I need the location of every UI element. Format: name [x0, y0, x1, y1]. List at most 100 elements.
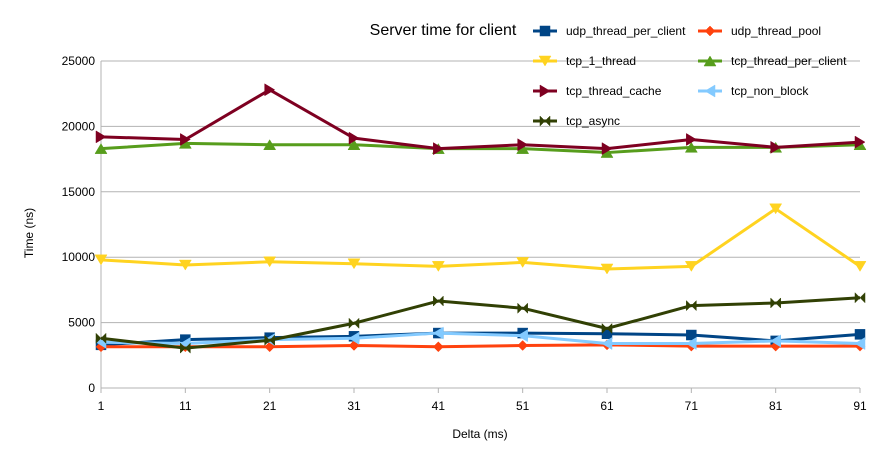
y-axis-title: Time (ns)	[22, 208, 36, 258]
series-line	[100, 88, 861, 151]
series-line	[100, 141, 861, 155]
data-point	[432, 341, 444, 353]
data-point	[517, 340, 529, 351]
legend-marker	[544, 115, 551, 127]
data-point	[601, 337, 613, 350]
data-point	[690, 299, 697, 312]
data-point	[100, 332, 107, 344]
legend-entry: tcp_thread_cache	[533, 84, 662, 98]
data-point	[684, 141, 698, 153]
data-point	[606, 322, 613, 335]
series-tcp_async	[95, 292, 866, 354]
x-tick-label: 41	[432, 399, 446, 413]
data-point	[264, 334, 271, 346]
x-tick-label: 51	[516, 399, 530, 413]
legend-entry: udp_thread_pool	[698, 24, 821, 38]
data-point	[95, 332, 102, 344]
legend-entry: udp_thread_per_client	[533, 24, 686, 38]
legend-marker	[538, 55, 552, 67]
series-tcp_1_thread	[94, 203, 867, 275]
legend-marker	[704, 25, 716, 37]
legend-marker	[704, 84, 716, 98]
data-point	[769, 203, 783, 215]
data-point	[348, 317, 355, 329]
data-point	[770, 140, 782, 154]
y-tick-label: 25000	[62, 54, 96, 68]
data-point	[516, 257, 530, 268]
legend-marker	[539, 84, 551, 98]
data-point	[684, 261, 698, 272]
y-tick-label: 20000	[62, 119, 96, 133]
legend-entry: tcp_thread_per_client	[698, 54, 847, 68]
data-point	[180, 133, 191, 146]
legend-label: tcp_async	[566, 114, 620, 128]
legend-label: udp_thread_per_client	[566, 24, 686, 38]
data-point	[517, 329, 528, 343]
data-point	[178, 259, 192, 271]
series-lines	[94, 83, 867, 354]
data-point	[437, 295, 444, 307]
data-point	[433, 295, 439, 307]
data-point	[854, 337, 866, 350]
y-tick-labels: 0 5000 10000 15000 20000 25000	[62, 54, 96, 395]
data-point	[348, 131, 360, 145]
x-tick-label: 31	[347, 399, 361, 413]
legend-marker	[703, 55, 717, 67]
legend-label: tcp_thread_cache	[566, 84, 662, 98]
data-point	[522, 302, 528, 314]
x-tick-label: 61	[600, 399, 614, 413]
data-point	[517, 302, 524, 314]
data-point	[686, 133, 697, 146]
data-point	[686, 299, 692, 312]
series-line	[100, 331, 861, 346]
data-point	[517, 138, 529, 152]
data-point	[600, 263, 614, 275]
data-point	[859, 292, 866, 304]
data-point	[269, 334, 275, 346]
data-point	[347, 139, 361, 150]
data-point	[94, 143, 108, 154]
data-point	[180, 342, 186, 354]
data-point	[94, 254, 108, 266]
data-point	[601, 142, 613, 156]
legend-label: tcp_1_thread	[566, 54, 636, 68]
series-tcp_thread_cache	[95, 83, 866, 156]
data-point	[854, 135, 866, 149]
x-tick-label: 21	[263, 399, 277, 413]
data-point	[353, 317, 360, 329]
data-point	[347, 258, 361, 270]
x-tick-label: 91	[853, 399, 867, 413]
legend-marker	[539, 25, 551, 37]
data-point	[601, 322, 608, 335]
data-point	[685, 337, 697, 350]
data-point	[775, 297, 781, 309]
legend: udp_thread_per_client udp_thread_pool tcp_…	[533, 24, 847, 128]
data-point	[184, 342, 191, 354]
data-point	[263, 256, 277, 268]
data-point	[348, 331, 360, 345]
legend-entry: tcp_async	[533, 114, 620, 128]
y-tick-label: 15000	[62, 185, 96, 199]
y-tick-label: 10000	[62, 250, 96, 264]
data-point	[853, 261, 867, 272]
x-tick-labels: 1 11 21 31 41 51 61 71 81 91	[98, 399, 867, 413]
legend-entry: tcp_non_block	[698, 84, 809, 98]
data-point	[264, 83, 276, 97]
data-point	[686, 329, 697, 341]
x-tick-label: 81	[769, 399, 783, 413]
data-point	[95, 130, 107, 144]
data-point	[432, 326, 444, 340]
chart-title: Server time for client	[370, 22, 517, 39]
legend-label: tcp_non_block	[731, 84, 809, 98]
data-point	[770, 334, 781, 348]
series-line	[100, 296, 861, 350]
data-point	[433, 142, 444, 156]
series-line	[101, 343, 860, 349]
legend-label: tcp_thread_per_client	[731, 54, 847, 68]
x-axis-title: Delta (ms)	[452, 427, 507, 441]
data-point	[263, 139, 277, 150]
series-line	[100, 207, 861, 271]
data-point	[431, 261, 445, 272]
y-tick-label: 0	[88, 381, 95, 395]
